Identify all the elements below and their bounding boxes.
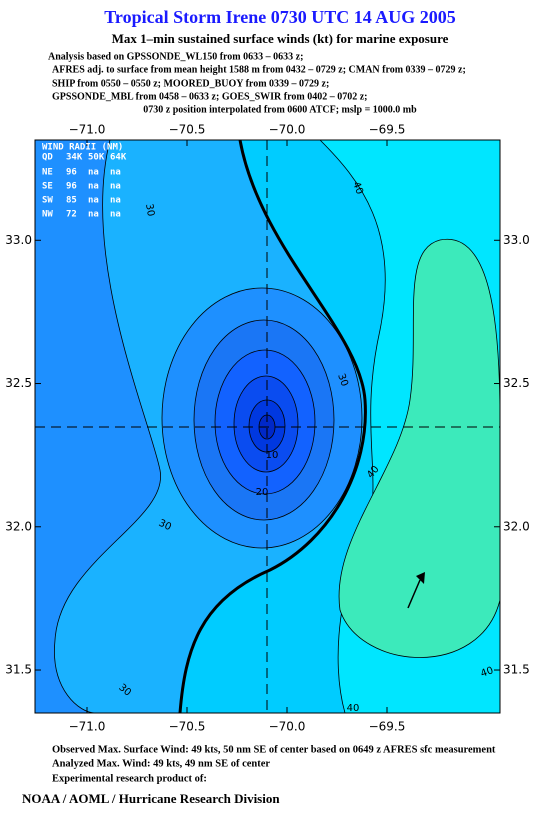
y-tick-label: 32.0 xyxy=(5,519,32,533)
map-frame xyxy=(34,139,501,714)
contour-label: 40 xyxy=(479,665,495,680)
x-tick-label: −70.5 xyxy=(169,720,206,734)
x-tick-label: −71.0 xyxy=(69,720,106,734)
wind-radii-cell: na xyxy=(88,182,99,192)
contour-label: 30 xyxy=(157,518,173,533)
title: Tropical Storm Irene 0730 UTC 14 AUG 200… xyxy=(104,7,456,27)
wind-radii-cell: SW xyxy=(42,196,53,206)
wind-field xyxy=(35,140,500,713)
wind-radii-cell: na xyxy=(88,168,99,178)
y-tick-label: 32.5 xyxy=(5,376,32,390)
source-line: AFRES adj. to surface from mean height 1… xyxy=(52,64,466,75)
x-tick-label: −70.0 xyxy=(269,123,306,137)
wind-radii-cell: NW xyxy=(42,210,53,220)
wind-radii-cell: 85 xyxy=(66,196,77,206)
contour-label: 40 xyxy=(347,703,360,714)
footer-note: Experimental research product of: xyxy=(52,773,207,784)
wind-radii-cell: SE xyxy=(42,182,53,192)
wind-radii-header: QD xyxy=(42,153,53,163)
contour-label: 20 xyxy=(256,487,269,498)
wind-radii-header: 64K xyxy=(110,153,127,163)
wind-radii-cell: na xyxy=(110,182,121,192)
wind-radii-cell: 96 xyxy=(66,182,77,192)
x-tick-label: −70.0 xyxy=(269,720,306,734)
x-tick-label: −71.0 xyxy=(69,123,106,137)
y-tick-label: 31.5 xyxy=(5,663,32,677)
subtitle: Max 1–min sustained surface winds (kt) f… xyxy=(112,31,449,46)
wind-radii-title: WIND RADII (NM) xyxy=(42,143,123,153)
contour-label: 30 xyxy=(335,372,350,388)
footer-analyzed: Analyzed Max. Wind: 49 kts, 49 nm SE of … xyxy=(52,758,270,769)
contour-label: 30 xyxy=(143,203,156,217)
contour-label: 10 xyxy=(266,450,279,461)
footer-observed: Observed Max. Surface Wind: 49 kts, 50 n… xyxy=(52,744,496,755)
wind-radii-cell: na xyxy=(88,196,99,206)
x-tick-label: −70.5 xyxy=(169,123,206,137)
wind-radii-cell: 96 xyxy=(66,168,77,178)
y-tick-label: 32.5 xyxy=(503,376,530,390)
source-line: 0730 z position interpolated from 0600 A… xyxy=(143,104,417,115)
source-line: Analysis based on GPSSONDE_WL150 from 06… xyxy=(48,51,303,62)
wind-radii-header: 34K xyxy=(66,153,83,163)
wind-radii-cell: NE xyxy=(42,168,53,178)
wind-radii-cell: na xyxy=(110,168,121,178)
footer-org: NOAA / AOML / Hurricane Research Divisio… xyxy=(22,791,280,806)
wind-radii-cell: 72 xyxy=(66,210,77,220)
contour-label: 40 xyxy=(350,180,365,196)
source-line: GPSSONDE_MBL from 0458 – 0633 z; GOES_SW… xyxy=(52,91,367,102)
y-tick-label: 32.0 xyxy=(503,519,530,533)
wind-radii-header: 50K xyxy=(88,153,105,163)
x-tick-label: −69.5 xyxy=(369,720,406,734)
wind-radii-cell: na xyxy=(110,196,121,206)
y-tick-label: 31.5 xyxy=(503,663,530,677)
y-tick-label: 33.0 xyxy=(503,233,530,247)
x-tick-label: −69.5 xyxy=(369,123,406,137)
wind-radii-cell: na xyxy=(88,210,99,220)
wind-radii-cell: na xyxy=(110,210,121,220)
source-line: SHIP from 0550 – 0550 z; MOORED_BUOY fro… xyxy=(52,78,329,89)
y-tick-label: 33.0 xyxy=(5,233,32,247)
